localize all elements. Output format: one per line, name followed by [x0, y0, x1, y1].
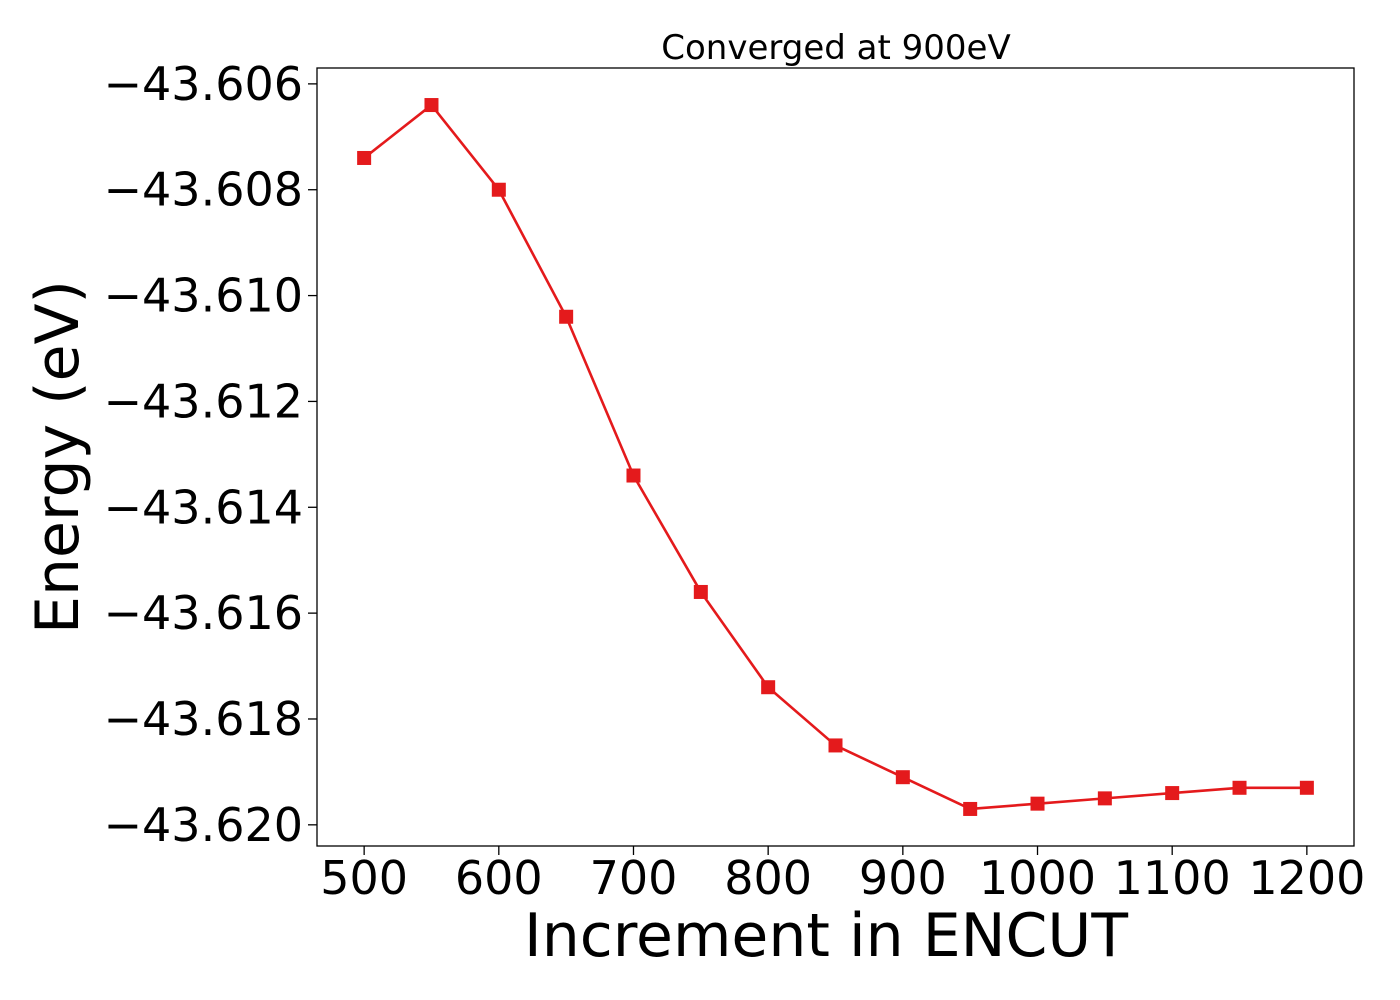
plot-frame: [316, 67, 1355, 847]
x-tick-label: 600: [455, 851, 543, 905]
data-point-marker: [1299, 780, 1314, 795]
x-tick-label: 900: [859, 851, 947, 905]
data-point-marker: [1165, 786, 1180, 801]
y-axis: −43.606 −43.608 −43.610 −43.612 −43.614 −43.6…: [104, 57, 317, 852]
data-point-marker: [491, 182, 506, 197]
x-tick-label: 800: [724, 851, 812, 905]
data-point-marker: [693, 584, 708, 599]
y-tick-label: −43.620: [104, 798, 304, 852]
x-tick-label: 700: [590, 851, 678, 905]
data-point-marker: [761, 680, 776, 695]
data-point-marker: [626, 468, 641, 483]
data-point-marker: [559, 309, 574, 324]
series-layer: [357, 98, 1314, 816]
y-tick-label: −43.614: [104, 480, 304, 534]
y-tick-label: −43.608: [104, 163, 304, 217]
x-tick-label: 1000: [979, 851, 1096, 905]
data-point-marker: [1097, 791, 1112, 806]
y-tick-label: −43.618: [104, 692, 304, 746]
data-point-marker: [424, 98, 439, 113]
y-tick-label: −43.616: [104, 586, 304, 640]
x-axis-label: Increment in ENCUT: [524, 901, 1128, 971]
y-tick-label: −43.610: [104, 269, 304, 323]
data-point-marker: [357, 150, 372, 165]
x-tick-label: 1200: [1248, 851, 1365, 905]
data-point-marker: [1232, 780, 1247, 795]
chart-title: Converged at 900eV: [661, 28, 1010, 68]
data-point-marker: [828, 738, 843, 753]
data-point-marker: [963, 801, 978, 816]
y-axis-label: Energy (eV): [23, 280, 93, 634]
data-point-marker: [1030, 796, 1045, 811]
x-tick-label: 500: [320, 851, 408, 905]
y-tick-label: −43.612: [104, 374, 304, 428]
x-axis: 500 600 700 800 900 1000 1100 1200: [320, 846, 1365, 905]
y-tick-label: −43.606: [104, 57, 304, 111]
x-tick-label: 1100: [1114, 851, 1231, 905]
data-point-marker: [895, 770, 910, 785]
